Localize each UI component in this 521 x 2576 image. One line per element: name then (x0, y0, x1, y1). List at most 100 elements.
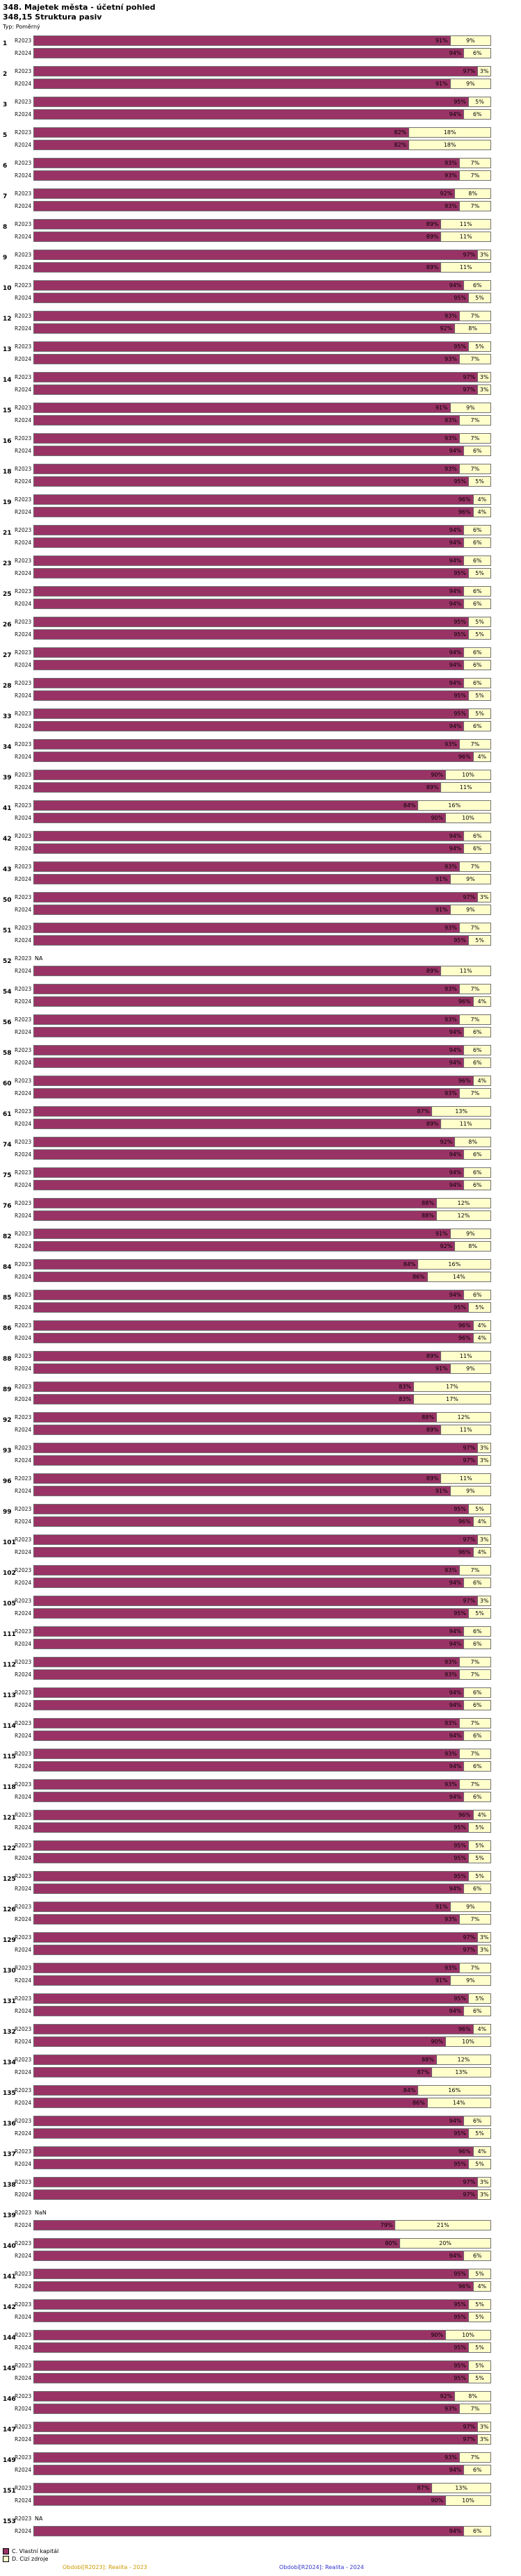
foreign-sources-value-label: 3% (479, 1934, 489, 1941)
own-capital-value-label: 95% (454, 2301, 466, 2308)
own-capital-value-label: 82% (394, 129, 407, 136)
bar-pair: R2023 NA R2024 94% 6% (15, 2512, 492, 2538)
bar-pair: R2023 97% 3% R2024 89% 11% (15, 248, 492, 274)
bar-segment-foreign-sources: 7% (458, 1913, 491, 1925)
own-capital-value-label: 93% (445, 985, 457, 992)
bar-track: 95% 5% (33, 708, 492, 719)
bar-year-label: R2024 (15, 2099, 32, 2106)
bar-row: R2024 90% 10% (15, 2036, 492, 2048)
bar-track: 92% 8% (33, 323, 492, 334)
foreign-sources-value-label: 3% (479, 2423, 489, 2430)
foreign-sources-value-label: 3% (479, 373, 489, 380)
bar-pair: R2023 97% 3% R2024 97% 3% (15, 371, 492, 396)
bar-segment-own-capital: 84% (33, 800, 419, 811)
bar-group: 96 R2023 89% 11% R2024 91% 9% (3, 1472, 492, 1498)
bar-segment-foreign-sources: 4% (472, 1075, 491, 1086)
bar-segment-own-capital: 88% (33, 1197, 437, 1208)
foreign-sources-value-label: 3% (479, 251, 489, 258)
bar-group: 153 R2023 NA R2024 94% 6% (3, 2512, 492, 2538)
bar-pair: R2023 94% 6% R2024 95% 5% (15, 2114, 492, 2140)
bar-row: R2023 95% 5% (15, 1503, 492, 1515)
bar-year-label: R2023 (15, 832, 32, 839)
bar-segment-foreign-sources: 9% (449, 35, 491, 46)
bar-segment-foreign-sources: 3% (477, 1442, 491, 1453)
foreign-sources-value-label: 3% (479, 386, 489, 393)
bar-segment-own-capital: 88% (33, 1411, 437, 1423)
foreign-sources-value-label: 12% (457, 1212, 470, 1219)
group-number-label: 23 (3, 560, 12, 567)
foreign-sources-value-label: 6% (472, 832, 482, 839)
foreign-sources-value-label: 6% (472, 557, 482, 564)
bar-pair: R2023 94% 6% R2024 94% 6% (15, 1686, 492, 1712)
foreign-sources-value-label: 11% (459, 784, 472, 791)
bar-segment-own-capital: 90% (33, 2329, 446, 2340)
bar-year-label: R2024 (15, 2313, 32, 2320)
bar-segment-own-capital: 96% (33, 1546, 474, 1557)
bar-year-label: R2023 (15, 37, 32, 44)
bar-segment-own-capital: 94% (33, 2525, 465, 2536)
foreign-sources-value-label: 10% (462, 814, 474, 821)
own-capital-value-label: 95% (454, 98, 466, 105)
own-capital-value-label: 94% (449, 1151, 462, 1158)
foreign-sources-value-label: 6% (472, 845, 482, 852)
bar-segment-own-capital: 93% (33, 1779, 460, 1790)
group-number-label: 34 (3, 743, 12, 751)
bar-track: 91% 9% (33, 1901, 492, 1912)
bar-segment-own-capital: 91% (33, 78, 451, 89)
bar-row: R2023 94% 6% (15, 1626, 492, 1637)
bar-track: 94% 6% (33, 1626, 492, 1637)
bar-group: 114 R2023 93% 7% R2024 94% 6% (3, 1717, 492, 1742)
bar-segment-foreign-sources: 4% (472, 2281, 491, 2292)
chart-type-label: Typ: Poměrný (3, 23, 40, 30)
foreign-sources-value-label: 6% (472, 2117, 482, 2124)
bar-track: 95% 5% (33, 2360, 492, 2371)
foreign-sources-value-label: 7% (470, 172, 480, 179)
bar-pair: R2023 87% 13% R2024 89% 11% (15, 1105, 492, 1131)
group-number-label: 15 (3, 407, 12, 414)
own-capital-value-label: 90% (431, 814, 443, 821)
own-capital-value-label: 91% (435, 1977, 448, 1984)
bar-segment-own-capital: 87% (33, 2482, 433, 2493)
bar-segment-foreign-sources: 13% (431, 1105, 491, 1117)
bar-group: 54 R2023 93% 7% R2024 96% 4% (3, 982, 492, 1008)
bar-segment-own-capital: 97% (33, 249, 479, 260)
bar-segment-foreign-sources: 11% (440, 261, 491, 273)
group-number-label: 139 (3, 2212, 16, 2219)
bar-year-label: R2024 (15, 722, 32, 729)
bar-pair: R2023 95% 5% R2024 94% 6% (15, 1992, 492, 2018)
bar-segment-own-capital: 82% (33, 139, 410, 150)
bar-row: R2023 95% 5% (15, 2360, 492, 2372)
own-capital-value-label: 95% (454, 294, 466, 301)
bar-row: R2023 84% 16% (15, 2084, 492, 2096)
bar-row: R2023 NA (15, 2513, 492, 2525)
bar-row: R2024 95% 5% (15, 2128, 492, 2139)
bar-segment-own-capital: 95% (33, 1840, 469, 1851)
bar-year-label: R2023 (15, 67, 32, 74)
bar-segment-own-capital: 97% (33, 1534, 479, 1545)
bar-track: 89% 11% (33, 218, 492, 229)
bar-pair: R2023 90% 10% R2024 95% 5% (15, 2328, 492, 2354)
foreign-sources-value-label: 3% (479, 893, 489, 900)
bar-year-label: R2023 (15, 1658, 32, 1665)
bar-pair: R2023 94% 6% R2024 95% 5% (15, 554, 492, 580)
bar-pair: R2023 93% 7% R2024 95% 5% (15, 462, 492, 488)
own-capital-value-label: 89% (426, 784, 439, 791)
bar-row: R2023 94% 6% (15, 647, 492, 658)
bar-year-label: R2023 (15, 893, 32, 900)
bar-year-label: R2023 (15, 588, 32, 594)
bar-segment-own-capital: 94% (33, 585, 465, 597)
bar-group: 141 R2023 95% 5% R2024 96% 4% (3, 2267, 492, 2293)
bar-row: R2023 93% 7% (15, 2452, 492, 2463)
own-capital-value-label: 95% (454, 1824, 466, 1831)
bar-row: R2023 94% 6% (15, 1687, 492, 1699)
bar-row: R2024 94% 6% (15, 1179, 492, 1191)
bar-year-label: R2023 (15, 2301, 32, 2308)
bar-year-label: R2023 (15, 1199, 32, 1206)
foreign-sources-value-label: 9% (465, 1487, 475, 1494)
bar-segment-foreign-sources: 4% (472, 996, 491, 1007)
bar-segment-own-capital: 97% (33, 2176, 479, 2187)
bar-year-label: R2024 (15, 2374, 32, 2381)
bar-segment-foreign-sources: 12% (436, 1210, 491, 1221)
own-capital-value-label: 90% (431, 771, 443, 778)
bar-row: R2023 87% 13% (15, 1105, 492, 1117)
